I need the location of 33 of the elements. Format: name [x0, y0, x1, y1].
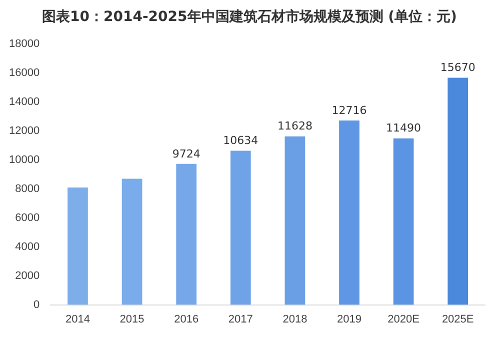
data-label: 15670: [440, 61, 476, 74]
chart-title: 图表10：2014-2025年中国建筑石材市场规模及预测 (单位：元): [41, 8, 458, 27]
x-tick-label: 2020E: [388, 313, 420, 326]
y-tick-label: 16000: [8, 67, 40, 80]
bar: [230, 150, 251, 305]
y-tick-label: 4000: [15, 240, 40, 253]
bar: [339, 120, 360, 305]
data-label: 11628: [277, 120, 312, 133]
bar: [176, 164, 197, 305]
y-tick-label: 18000: [8, 38, 40, 50]
y-tick-label: 6000: [15, 212, 40, 224]
bar: [393, 138, 414, 305]
x-tick-label: 2016: [174, 313, 199, 326]
x-tick-label: 2015: [120, 313, 144, 326]
x-tick-label: 2017: [228, 313, 253, 326]
y-tick-label: 12000: [8, 124, 40, 137]
x-tick-label: 2018: [282, 313, 308, 326]
bar: [122, 178, 142, 305]
y-tick-label: 14000: [8, 96, 40, 108]
y-tick-label: 2000: [15, 270, 40, 282]
data-label: 11490: [386, 122, 422, 135]
y-tick-label: 0: [33, 298, 40, 311]
data-label: 10634: [223, 134, 258, 148]
data-label: 9724: [172, 147, 200, 160]
data-label: 12716: [332, 104, 367, 117]
y-tick-label: 10000: [8, 154, 40, 166]
bar: [284, 136, 306, 305]
y-tick-label: 8000: [15, 182, 40, 195]
x-tick-label: 2019: [337, 313, 362, 326]
bar: [448, 78, 468, 305]
bar: [68, 187, 88, 305]
x-tick-label: 2014: [65, 313, 90, 326]
x-tick-label: 2025E: [442, 313, 474, 326]
